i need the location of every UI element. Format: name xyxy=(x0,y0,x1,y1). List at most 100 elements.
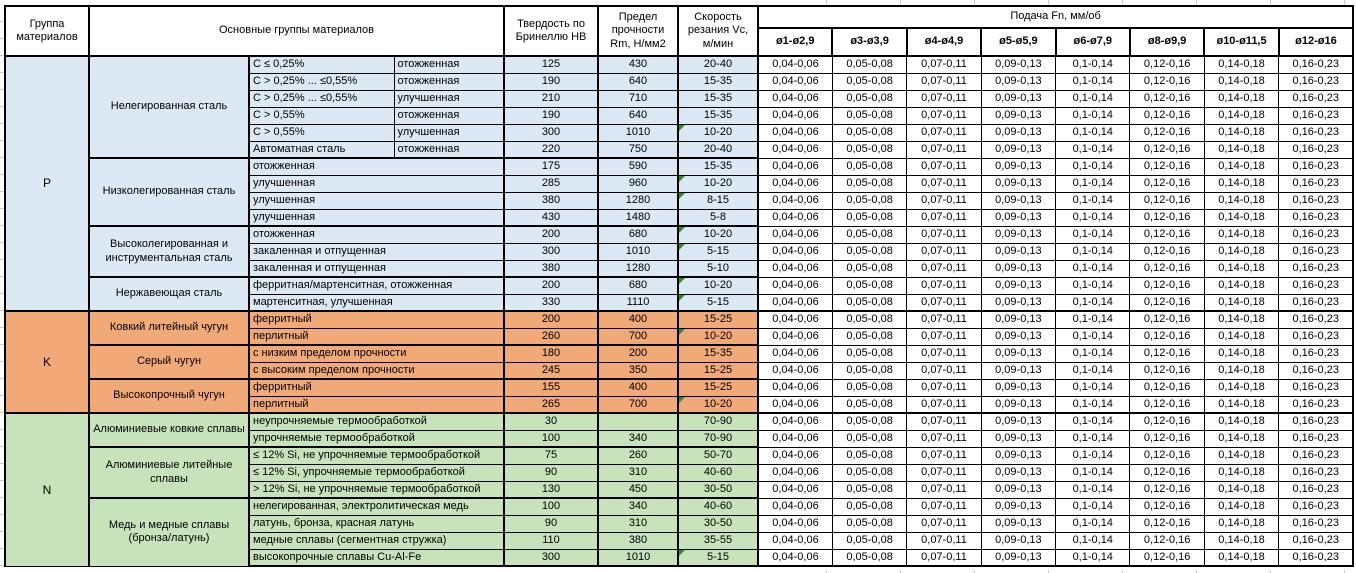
cell-subgroup-name[interactable]: Алюминиевые ковкие сплавы xyxy=(88,412,250,448)
cell-strength[interactable]: 1280 xyxy=(597,191,679,210)
cell-feed-value[interactable]: 0,14-0,18 xyxy=(1203,157,1280,176)
cell-description[interactable]: отожженная xyxy=(248,225,505,244)
cell-feed-value[interactable]: 0,07-0,11 xyxy=(906,225,982,244)
cell-feed-value[interactable]: 0,09-0,13 xyxy=(980,463,1057,482)
cell-feed-value[interactable]: 0,12-0,16 xyxy=(1129,480,1205,499)
cell-feed-value[interactable]: 0,16-0,23 xyxy=(1278,446,1355,465)
cell-strength[interactable]: 640 xyxy=(597,72,679,91)
cell-feed-value[interactable]: 0,07-0,11 xyxy=(906,242,982,261)
cell-feed-value[interactable]: 0,16-0,23 xyxy=(1278,225,1355,244)
cell-strength[interactable]: 590 xyxy=(597,157,679,176)
cell-strength[interactable]: 640 xyxy=(597,106,679,125)
cell-cutting-speed[interactable]: 10-20 xyxy=(677,225,759,244)
header-feed-d12[interactable]: ø12-ø16 xyxy=(1277,27,1355,57)
cell-hardness[interactable]: 300 xyxy=(503,548,599,567)
cell-feed-value[interactable]: 0,14-0,18 xyxy=(1203,276,1280,295)
cell-description[interactable]: неупрочняемые термообработкой xyxy=(248,412,505,431)
cell-feed-value[interactable]: 0,04-0,06 xyxy=(757,72,833,91)
cell-feed-value[interactable]: 0,12-0,16 xyxy=(1129,446,1205,465)
cell-feed-value[interactable]: 0,09-0,13 xyxy=(980,395,1057,414)
cell-feed-value[interactable]: 0,14-0,18 xyxy=(1203,89,1280,108)
cell-feed-value[interactable]: 0,07-0,11 xyxy=(906,140,982,159)
cell-feed-value[interactable]: 0,14-0,18 xyxy=(1203,55,1280,74)
cell-feed-value[interactable]: 0,04-0,06 xyxy=(757,412,833,431)
cell-feed-value[interactable]: 0,16-0,23 xyxy=(1278,395,1355,414)
cell-cutting-speed[interactable]: 70-90 xyxy=(677,412,759,431)
cell-feed-value[interactable]: 0,14-0,18 xyxy=(1203,514,1280,533)
cell-feed-value[interactable]: 0,12-0,16 xyxy=(1129,72,1205,91)
cell-description[interactable]: закаленная и отпущенная xyxy=(248,259,505,278)
cell-feed-value[interactable]: 0,1-0,14 xyxy=(1055,480,1131,499)
cell-hardness[interactable]: 265 xyxy=(503,395,599,414)
cell-cutting-speed[interactable]: 70-90 xyxy=(677,429,759,448)
cell-feed-value[interactable]: 0,09-0,13 xyxy=(980,191,1057,210)
cell-feed-value[interactable]: 0,09-0,13 xyxy=(980,123,1057,142)
cell-strength[interactable]: 710 xyxy=(597,89,679,108)
cell-feed-value[interactable]: 0,05-0,08 xyxy=(831,157,908,176)
cell-spec[interactable]: Автоматная сталь xyxy=(248,140,395,159)
cell-feed-value[interactable]: 0,16-0,23 xyxy=(1278,106,1355,125)
cell-description[interactable]: улучшенная xyxy=(248,208,505,227)
cell-feed-value[interactable]: 0,07-0,11 xyxy=(906,276,982,295)
cell-cutting-speed[interactable]: 15-35 xyxy=(677,72,759,91)
cell-feed-value[interactable]: 0,05-0,08 xyxy=(831,344,908,363)
cell-subgroup-name[interactable]: Нержавеющая сталь xyxy=(88,276,250,312)
cell-feed-value[interactable]: 0,12-0,16 xyxy=(1129,310,1205,329)
cell-hardness[interactable]: 155 xyxy=(503,378,599,397)
header-brinell-hardness[interactable]: Твердость по Бринеллю НВ xyxy=(503,5,599,57)
cell-description[interactable]: латунь, бронза, красная латунь xyxy=(248,514,505,533)
cell-feed-value[interactable]: 0,07-0,11 xyxy=(906,548,982,567)
cell-cutting-speed[interactable]: 15-25 xyxy=(677,378,759,397)
cell-feed-value[interactable]: 0,12-0,16 xyxy=(1129,412,1205,431)
cell-hardness[interactable]: 200 xyxy=(503,276,599,295)
cell-cutting-speed[interactable]: 5-15 xyxy=(677,293,759,312)
cell-strength[interactable]: 1480 xyxy=(597,208,679,227)
cell-feed-value[interactable]: 0,16-0,23 xyxy=(1278,157,1355,176)
cell-feed-value[interactable]: 0,07-0,11 xyxy=(906,89,982,108)
cell-feed-value[interactable]: 0,05-0,08 xyxy=(831,497,908,516)
cell-strength[interactable] xyxy=(597,412,679,431)
cell-feed-value[interactable]: 0,05-0,08 xyxy=(831,293,908,312)
cell-feed-value[interactable]: 0,1-0,14 xyxy=(1055,293,1131,312)
cell-feed-value[interactable]: 0,12-0,16 xyxy=(1129,429,1205,448)
cell-feed-value[interactable]: 0,1-0,14 xyxy=(1055,310,1131,329)
cell-hardness[interactable]: 30 xyxy=(503,412,599,431)
cell-feed-value[interactable]: 0,16-0,23 xyxy=(1278,497,1355,516)
cell-feed-value[interactable]: 0,16-0,23 xyxy=(1278,514,1355,533)
cell-subgroup-name[interactable]: Нелегированная сталь xyxy=(88,55,250,159)
cell-strength[interactable]: 430 xyxy=(597,55,679,74)
cell-group-code[interactable]: N xyxy=(4,412,90,567)
cell-feed-value[interactable]: 0,12-0,16 xyxy=(1129,531,1205,550)
cell-feed-value[interactable]: 0,09-0,13 xyxy=(980,480,1057,499)
cell-hardness[interactable]: 300 xyxy=(503,242,599,261)
cell-strength[interactable]: 680 xyxy=(597,225,679,244)
cell-feed-value[interactable]: 0,1-0,14 xyxy=(1055,259,1131,278)
cell-description[interactable]: с низким пределом прочности xyxy=(248,344,505,363)
cell-feed-value[interactable]: 0,1-0,14 xyxy=(1055,497,1131,516)
cell-feed-value[interactable]: 0,05-0,08 xyxy=(831,225,908,244)
cell-feed-value[interactable]: 0,16-0,23 xyxy=(1278,463,1355,482)
cell-feed-value[interactable]: 0,16-0,23 xyxy=(1278,140,1355,159)
cell-strength[interactable]: 960 xyxy=(597,174,679,193)
cell-feed-value[interactable]: 0,09-0,13 xyxy=(980,310,1057,329)
cell-feed-value[interactable]: 0,09-0,13 xyxy=(980,327,1057,346)
cell-cutting-speed[interactable]: 15-25 xyxy=(677,310,759,329)
cell-feed-value[interactable]: 0,14-0,18 xyxy=(1203,548,1280,567)
cell-subgroup-name[interactable]: Ковкий литейный чугун xyxy=(88,310,250,346)
cell-hardness[interactable]: 380 xyxy=(503,259,599,278)
cell-feed-value[interactable]: 0,07-0,11 xyxy=(906,412,982,431)
cell-feed-value[interactable]: 0,09-0,13 xyxy=(980,174,1057,193)
cell-feed-value[interactable]: 0,09-0,13 xyxy=(980,89,1057,108)
cell-feed-value[interactable]: 0,1-0,14 xyxy=(1055,72,1131,91)
cell-cutting-speed[interactable]: 10-20 xyxy=(677,123,759,142)
cell-feed-value[interactable]: 0,07-0,11 xyxy=(906,463,982,482)
cell-feed-value[interactable]: 0,16-0,23 xyxy=(1278,259,1355,278)
cell-feed-value[interactable]: 0,05-0,08 xyxy=(831,259,908,278)
cell-feed-value[interactable]: 0,05-0,08 xyxy=(831,463,908,482)
cell-feed-value[interactable]: 0,04-0,06 xyxy=(757,548,833,567)
cell-hardness[interactable]: 175 xyxy=(503,157,599,176)
cell-feed-value[interactable]: 0,1-0,14 xyxy=(1055,548,1131,567)
cell-feed-value[interactable]: 0,04-0,06 xyxy=(757,208,833,227)
cell-feed-value[interactable]: 0,05-0,08 xyxy=(831,548,908,567)
header-main-groups[interactable]: Основные группы материалов xyxy=(88,5,505,57)
